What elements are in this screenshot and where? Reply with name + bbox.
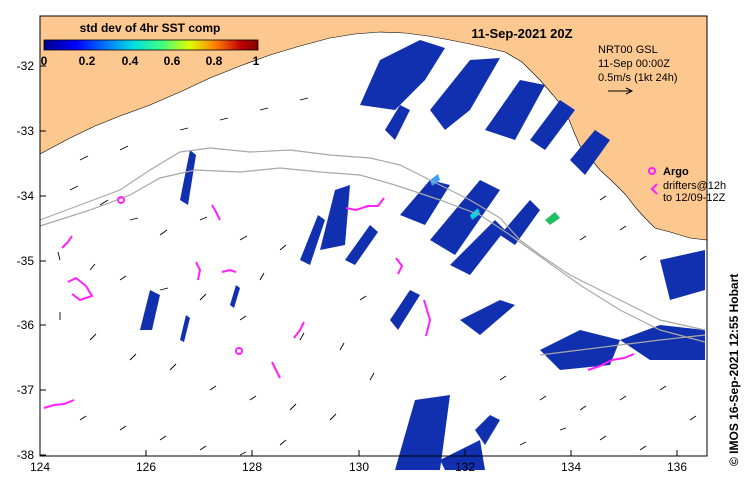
colorbar-tick: 0.4	[122, 54, 139, 68]
drifter-legend-chevron	[650, 183, 658, 195]
y-tick-label: -34	[17, 189, 35, 203]
x-tick-label: 136	[667, 460, 687, 474]
drifters-label-line2: to 12/09-12Z	[663, 192, 726, 204]
colorbar-tick: 0	[41, 54, 48, 68]
legend-scale: 0.5m/s (1kt 24h)	[598, 72, 677, 84]
colorbar-tick: 1	[253, 54, 260, 68]
colorbar-tick: 0.6	[164, 54, 181, 68]
y-tick-label: -33	[17, 124, 35, 138]
colorbar-tick-labels: 0 0.2 0.4 0.6 0.8 1	[41, 54, 260, 68]
colorbar-tick: 0.2	[79, 54, 96, 68]
x-tick-label: 126	[136, 460, 156, 474]
legend-time: 11-Sep 00:00Z	[598, 58, 670, 70]
x-axis-labels: 124 126 128 130 132 134 136	[30, 460, 687, 474]
argo-legend-marker	[648, 167, 656, 175]
legend-product: NRT00 GSL	[598, 44, 658, 56]
argo-drifter-tracks	[43, 197, 635, 409]
scale-arrow	[608, 87, 634, 95]
x-tick-label: 124	[30, 460, 50, 474]
sst-high-variance-spots	[430, 174, 560, 225]
y-tick-label: -37	[17, 383, 35, 397]
colorbar-title: std dev of 4hr SST comp	[80, 21, 221, 35]
x-tick-label: 128	[242, 460, 262, 474]
colorbar	[43, 39, 259, 51]
map-date-title: 11-Sep-2021 20Z	[471, 26, 572, 41]
x-tick-label: 134	[561, 460, 581, 474]
model-track-lines	[39, 147, 706, 356]
imos-credit: © IMOS 16-Sep-2021 12:55 Hobart	[727, 274, 741, 466]
sst-std-dev-patches	[140, 40, 705, 470]
y-tick-label: -32	[17, 59, 35, 73]
y-axis-labels: -32 -33 -34 -35 -36 -37 -38	[17, 59, 35, 462]
drifters-label-line1: drifters@12h	[663, 180, 726, 192]
y-tick-label: -38	[17, 448, 35, 462]
x-tick-label: 130	[349, 460, 369, 474]
argo-float-marker	[117, 196, 125, 204]
y-tick-label: -35	[17, 254, 35, 268]
x-tick-label: 132	[455, 460, 475, 474]
current-vectors	[57, 97, 697, 456]
plot-frame	[39, 15, 708, 457]
argo-label: Argo	[663, 166, 689, 178]
colorbar-tick: 0.8	[206, 54, 223, 68]
argo-float-marker	[235, 347, 243, 355]
axis-ticks	[39, 65, 678, 456]
y-tick-label: -36	[17, 318, 35, 332]
australia-coastline-land	[39, 15, 708, 241]
